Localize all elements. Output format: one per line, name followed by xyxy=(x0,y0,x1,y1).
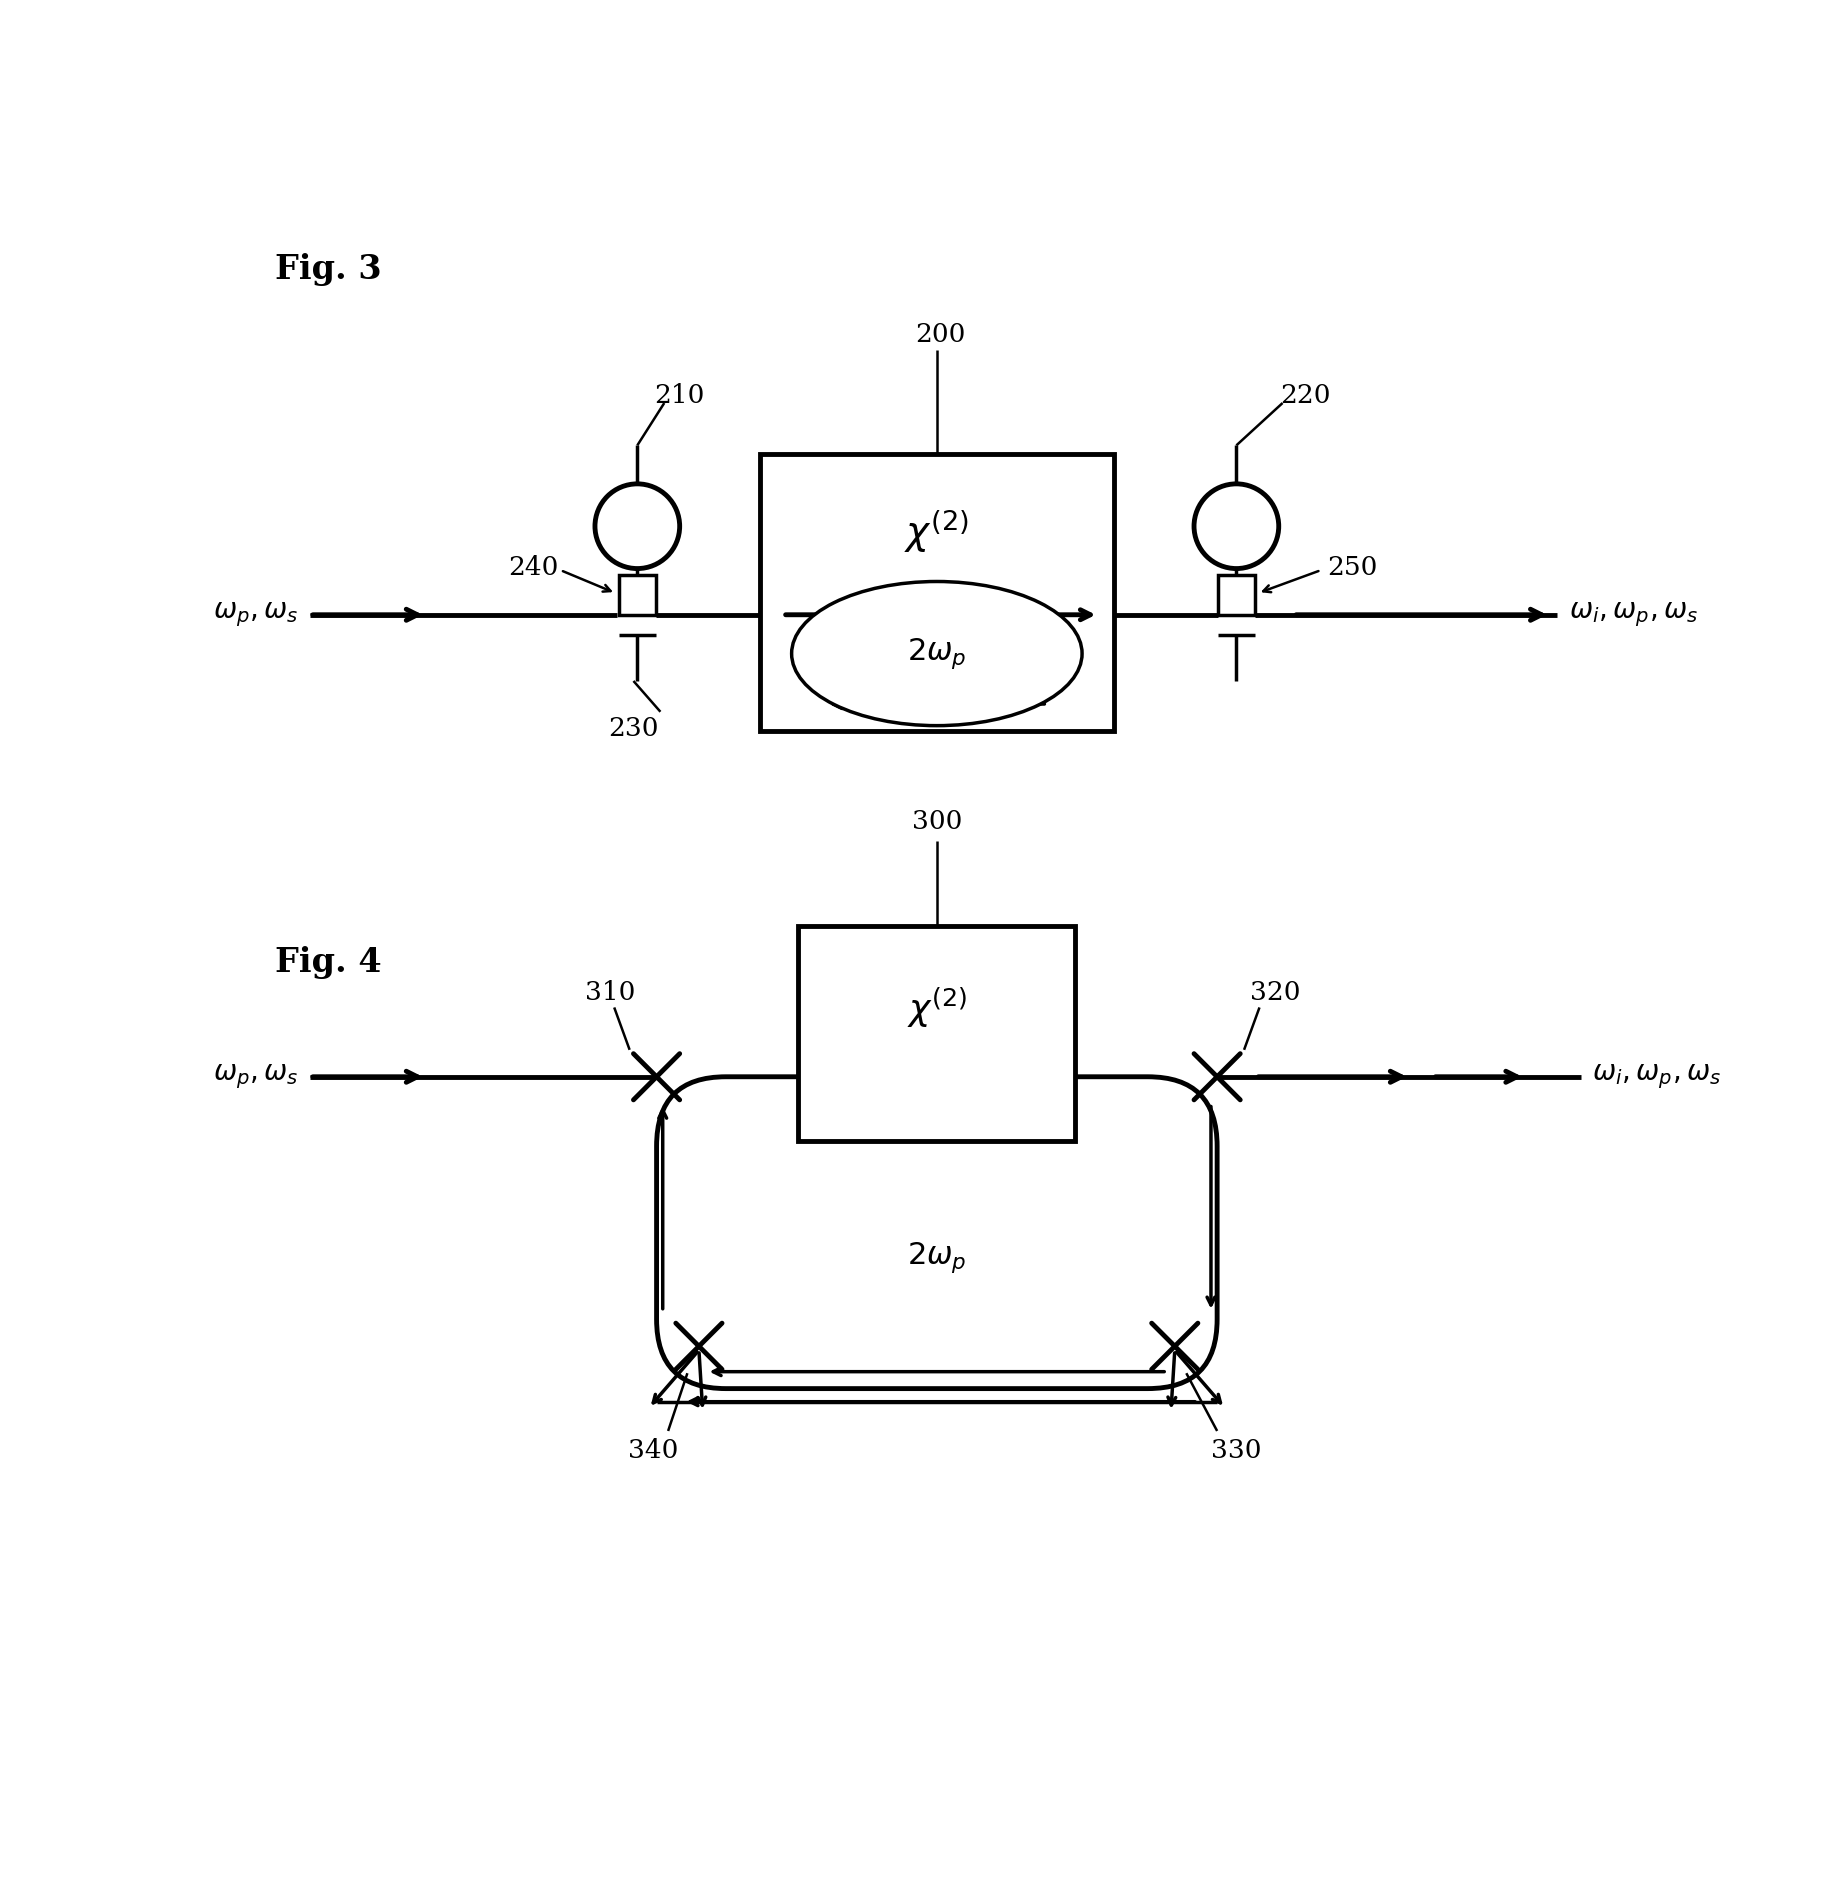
Text: $\omega_p , \omega_s$: $\omega_p , \omega_s$ xyxy=(212,601,298,629)
Text: 210: 210 xyxy=(654,383,706,408)
Bar xyxy=(620,574,656,614)
Text: 330: 330 xyxy=(1212,1438,1261,1462)
Text: 310: 310 xyxy=(585,980,636,1005)
Text: 340: 340 xyxy=(627,1438,678,1462)
Text: Fig. 3: Fig. 3 xyxy=(276,253,382,285)
Text: $2\omega_p$: $2\omega_p$ xyxy=(907,1241,967,1275)
Bar xyxy=(760,453,1113,731)
Text: 220: 220 xyxy=(1280,383,1331,408)
Text: 200: 200 xyxy=(916,323,965,348)
Text: $\omega_p , \omega_s$: $\omega_p , \omega_s$ xyxy=(212,1062,298,1092)
Bar xyxy=(799,926,1075,1141)
Text: 240: 240 xyxy=(508,555,559,580)
Text: 320: 320 xyxy=(1250,980,1300,1005)
Bar xyxy=(1217,574,1254,614)
Text: 250: 250 xyxy=(1327,555,1376,580)
Ellipse shape xyxy=(792,582,1082,725)
Text: 300: 300 xyxy=(912,808,962,835)
FancyBboxPatch shape xyxy=(656,1077,1217,1388)
Text: $\chi^{(2)}$: $\chi^{(2)}$ xyxy=(907,986,967,1030)
Text: $2\omega_p$: $2\omega_p$ xyxy=(907,637,967,671)
Text: $\chi^{(2)}$: $\chi^{(2)}$ xyxy=(905,508,969,555)
Text: $\omega_i , \omega_p , \omega_s$: $\omega_i , \omega_p , \omega_s$ xyxy=(1592,1062,1722,1092)
Text: 230: 230 xyxy=(609,716,658,740)
Text: $\omega_i , \omega_p , \omega_s$: $\omega_i , \omega_p , \omega_s$ xyxy=(1568,601,1698,629)
Text: Fig. 4: Fig. 4 xyxy=(276,946,382,979)
